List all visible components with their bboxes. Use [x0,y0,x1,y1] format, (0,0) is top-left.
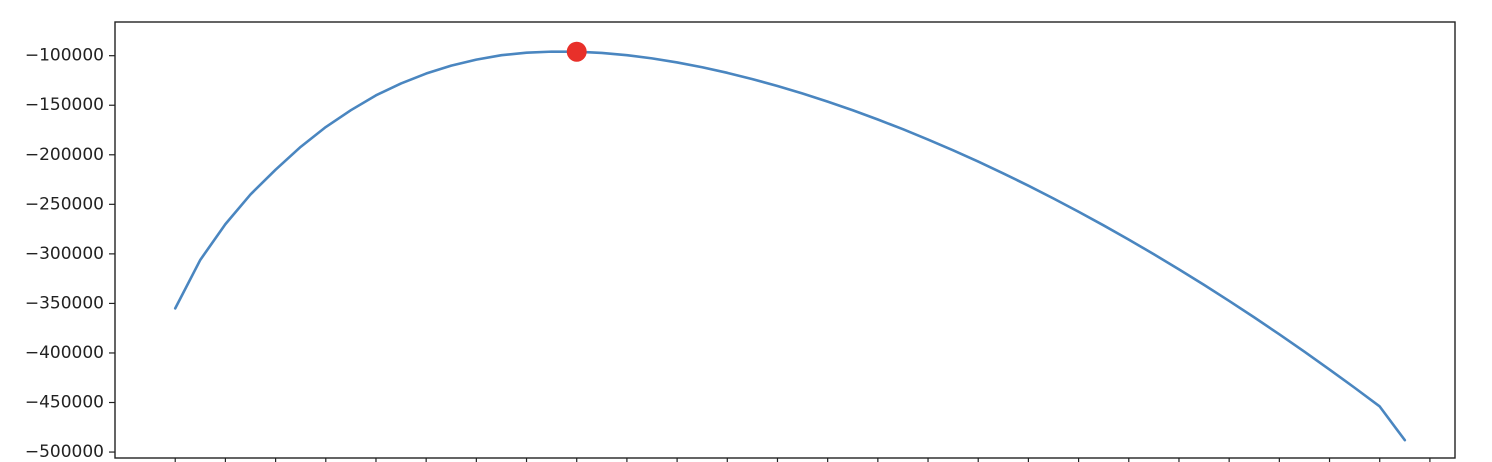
x-axis [174,458,1431,462]
y-tick-label: −250000 [25,194,104,214]
y-axis: −100000 −150000 −200000 −250000 −300000 −3500… [25,46,115,462]
y-tick-label: −200000 [25,145,104,165]
plot-area [114,21,1456,459]
y-tick-label: −350000 [25,293,104,313]
y-tick-label: −300000 [25,244,104,264]
y-tick-label: −500000 [25,442,104,462]
highlight-point [566,41,587,62]
y-tick-label: −150000 [25,95,104,115]
series-line [173,50,1407,442]
y-tick-label: −400000 [25,343,104,363]
y-tick-label: −450000 [25,393,104,413]
y-tick-label: −100000 [25,46,104,66]
